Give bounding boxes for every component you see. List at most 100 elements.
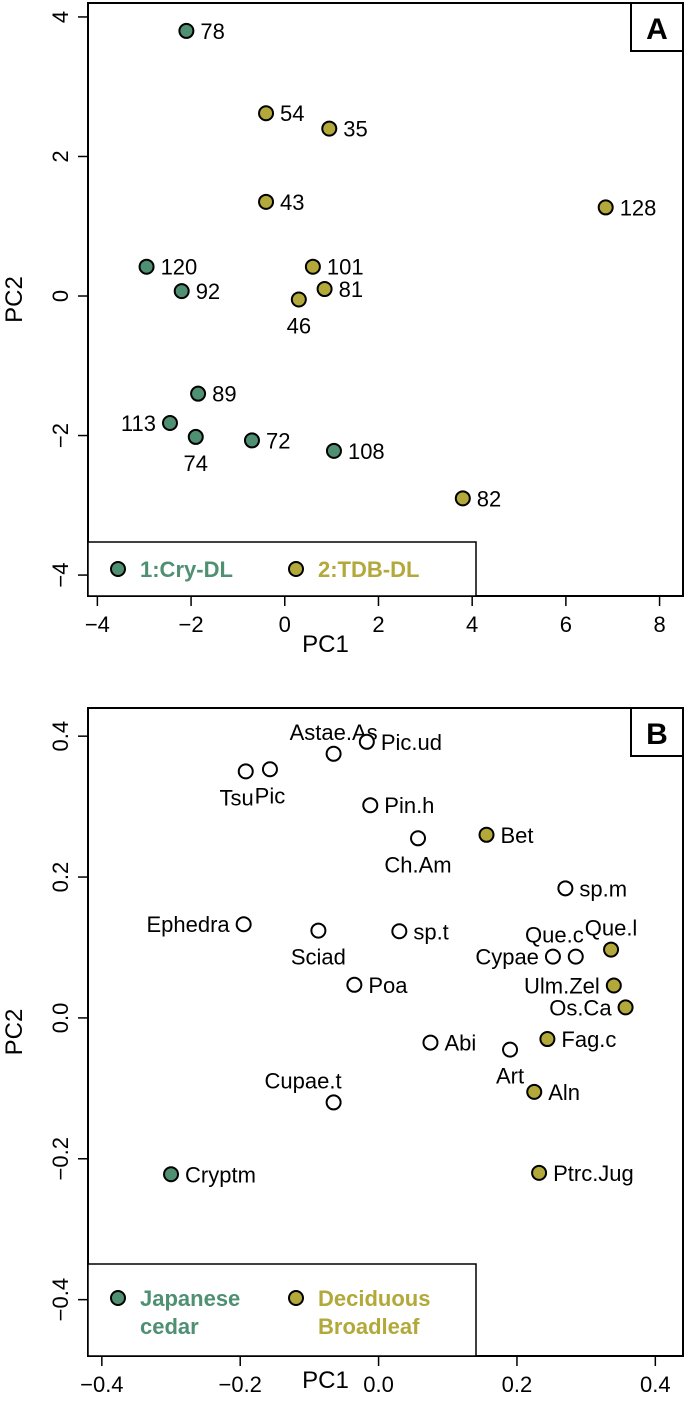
panel-label: A (646, 13, 668, 46)
point-label: 113 (121, 411, 156, 436)
data-point (321, 120, 338, 137)
legend-marker (110, 1290, 126, 1306)
data-point (539, 1031, 556, 1048)
x-tick-label: 4 (466, 612, 478, 637)
y-tick-label: −0.4 (48, 1278, 73, 1321)
legend-label: 2:TDB-DL (318, 557, 419, 582)
y-tick-label: 0.0 (48, 1003, 73, 1034)
data-point (243, 432, 260, 449)
x-axis-label: PC1 (302, 1367, 349, 1394)
point-label: Art (496, 1064, 524, 1089)
point-label: Os.Ca (549, 995, 612, 1020)
x-tick-label: 0 (279, 612, 291, 637)
data-point (178, 22, 195, 39)
data-point (422, 1034, 439, 1051)
point-label: 120 (161, 255, 198, 280)
panel-label: B (646, 718, 668, 751)
x-tick-label: −4 (85, 612, 110, 637)
panel-label-box (630, 2, 684, 52)
point-label: sp.t (413, 919, 448, 944)
data-point (310, 922, 327, 939)
point-label: 46 (287, 314, 311, 339)
point-label: sp.m (579, 876, 627, 901)
point-label: Cryptm (185, 1162, 256, 1187)
point-label: Bet (501, 823, 534, 848)
x-tick-label: −0.2 (218, 1372, 261, 1397)
x-tick-label: 0.0 (363, 1372, 394, 1397)
x-tick-label: 6 (560, 612, 572, 637)
x-axis-label: PC1 (302, 631, 349, 658)
point-label: Fag.c (561, 1027, 616, 1052)
point-label: 35 (343, 117, 367, 142)
data-point (316, 281, 333, 298)
data-point (346, 976, 363, 993)
y-tick-label: 0 (48, 290, 73, 302)
point-label: Poa (368, 973, 408, 998)
data-point (290, 291, 307, 308)
data-point (261, 761, 278, 778)
x-tick-label: 0.2 (502, 1372, 533, 1397)
data-point (410, 830, 427, 847)
y-axis-label: PC2 (1, 276, 28, 323)
point-label: Ulm.Zel (524, 974, 600, 999)
data-point (391, 923, 408, 940)
legend-box (87, 541, 477, 597)
point-label: 89 (212, 382, 236, 407)
x-tick-label: 8 (653, 612, 665, 637)
plot-frame-a (87, 2, 684, 597)
y-tick-label: 0.4 (48, 721, 73, 752)
legend-label: Deciduous (318, 1286, 430, 1311)
data-point (531, 1164, 548, 1181)
data-point (557, 880, 574, 897)
legend-label: Broadleaf (318, 1314, 420, 1339)
data-point (617, 999, 634, 1016)
legend-marker (110, 561, 126, 577)
panel-label-box (630, 707, 684, 757)
data-point (603, 941, 620, 958)
point-label: Pic (255, 783, 286, 808)
point-label: Abi (444, 1031, 476, 1056)
point-label: 54 (280, 101, 304, 126)
point-label: Tsu (219, 785, 253, 810)
legend-box (87, 1263, 477, 1357)
x-tick-label: 2 (372, 612, 384, 637)
data-point (325, 442, 342, 459)
point-label: Que.c (525, 923, 584, 948)
data-point (258, 193, 275, 210)
x-tick-label: 0.4 (640, 1372, 671, 1397)
point-label: Que.l (585, 916, 638, 941)
data-point (605, 977, 622, 994)
data-point (163, 1166, 180, 1183)
point-label: 81 (339, 277, 363, 302)
data-point (526, 1083, 543, 1100)
point-label: Sciad (291, 945, 346, 970)
point-label: Ephedra (146, 912, 230, 937)
legend-label: cedar (140, 1314, 199, 1339)
y-axis-label: PC2 (1, 1009, 28, 1056)
legend-marker (288, 1290, 304, 1306)
point-label: Ptrc.Jug (553, 1161, 634, 1186)
data-point (161, 414, 178, 431)
point-label: Aln (548, 1080, 580, 1105)
y-tick-label: 0.2 (48, 862, 73, 893)
point-label: 72 (266, 428, 290, 453)
point-label: Pin.h (384, 793, 434, 818)
data-point (478, 826, 495, 843)
data-point (362, 797, 379, 814)
point-label: Cypae (475, 945, 539, 970)
point-label: 128 (620, 195, 657, 220)
legend-marker (288, 561, 304, 577)
data-point (304, 258, 321, 275)
y-tick-label: −0.2 (48, 1137, 73, 1180)
data-point (138, 258, 155, 275)
point-label: 82 (477, 486, 501, 511)
legend-label: 1:Cry-DL (140, 557, 233, 582)
y-tick-label: −4 (48, 563, 73, 588)
data-point (544, 948, 561, 965)
data-point (258, 105, 275, 122)
point-label: Ch.Am (384, 852, 451, 877)
data-point (597, 199, 614, 216)
data-point (567, 948, 584, 965)
data-point (325, 1094, 342, 1111)
